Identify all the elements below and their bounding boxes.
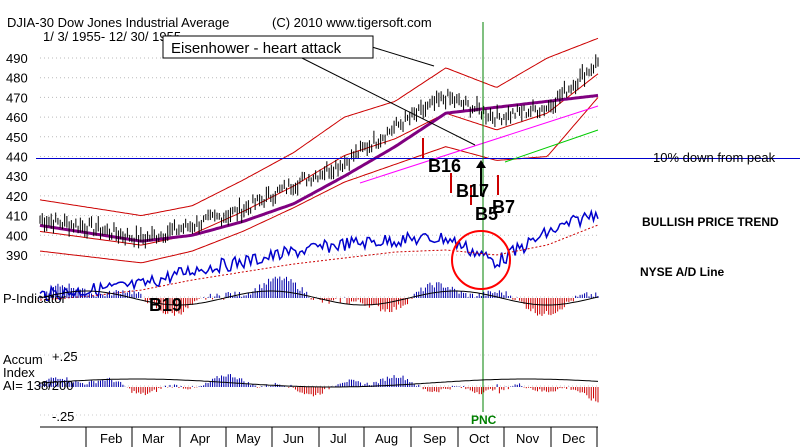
price-y-ticks: 390 400 410 420 430 440 450 460 470 480 490	[6, 51, 28, 263]
lower-band-line	[39, 97, 599, 264]
accum-title-2: Index	[3, 365, 35, 380]
month-label: Nov	[516, 431, 540, 446]
price-y-tick-label: 390	[6, 248, 28, 263]
ad-line	[39, 208, 599, 302]
month-label: Jun	[283, 431, 304, 446]
ref-line-label: 10% down from peak	[653, 150, 776, 165]
price-y-tick-label: 410	[6, 209, 28, 224]
price-y-tick-label: 450	[6, 130, 28, 145]
ad-line-label: NYSE A/D Line	[640, 265, 725, 279]
signal-b7: B7	[492, 197, 515, 217]
event-box-label: Eisenhower - heart attack	[171, 40, 342, 57]
accum-ytick-top: +.25	[52, 349, 78, 364]
event-pointer	[371, 46, 435, 67]
signal-b16: B16	[428, 156, 461, 176]
month-label: Feb	[100, 431, 122, 446]
pnc-label: PNC	[471, 413, 497, 427]
chart-marks	[36, 22, 800, 412]
month-label: Mar	[142, 431, 165, 446]
trend-line-green	[504, 129, 599, 163]
accum-title-1: Accum	[3, 352, 43, 367]
price-y-tick-label: 490	[6, 51, 28, 66]
price-y-tick-label: 430	[6, 169, 28, 184]
month-label: Jul	[330, 431, 347, 446]
price-y-tick-label: 420	[6, 189, 28, 204]
accum-title-3: AI= 138/200	[3, 378, 73, 393]
accum-index-line	[39, 378, 599, 388]
chart-title: DJIA-30 Dow Jones Industrial Average	[7, 15, 229, 30]
p-indicator-label: P-Indicator	[3, 291, 67, 306]
trend-line-magenta	[359, 105, 599, 184]
highlight-circle	[451, 230, 511, 290]
price-y-tick-label: 460	[6, 110, 28, 125]
signal-b17: B17	[456, 181, 489, 201]
trend-label: BULLISH PRICE TREND	[642, 215, 779, 229]
month-label: Apr	[190, 431, 211, 446]
accum-ytick-bottom: -.25	[52, 409, 74, 424]
grid-lines	[40, 57, 598, 447]
copyright: (C) 2010 www.tigersoft.com	[272, 15, 432, 30]
event-pointer	[279, 46, 476, 146]
month-label: Sep	[423, 431, 446, 446]
middle-band-line	[39, 73, 599, 246]
signal-b19: B19	[149, 295, 182, 315]
price-y-tick-label: 440	[6, 150, 28, 165]
date-range: 1/ 3/ 1955- 12/ 30/ 1955	[43, 29, 181, 44]
upper-band-line	[39, 37, 599, 217]
price-y-tick-label: 470	[6, 90, 28, 105]
month-label: Aug	[375, 431, 398, 446]
signal-b5: B5	[475, 204, 498, 224]
signal-arrowhead	[476, 160, 486, 168]
p-indicator-line	[39, 290, 599, 306]
event-box	[162, 35, 374, 59]
month-label: Oct	[469, 431, 490, 446]
month-label: May	[236, 431, 261, 446]
moving-average-line	[39, 93, 599, 243]
ad-moving-average	[39, 224, 599, 301]
price-y-tick-label: 480	[6, 71, 28, 86]
price-y-tick-label: 400	[6, 228, 28, 243]
month-label: Dec	[562, 431, 586, 446]
